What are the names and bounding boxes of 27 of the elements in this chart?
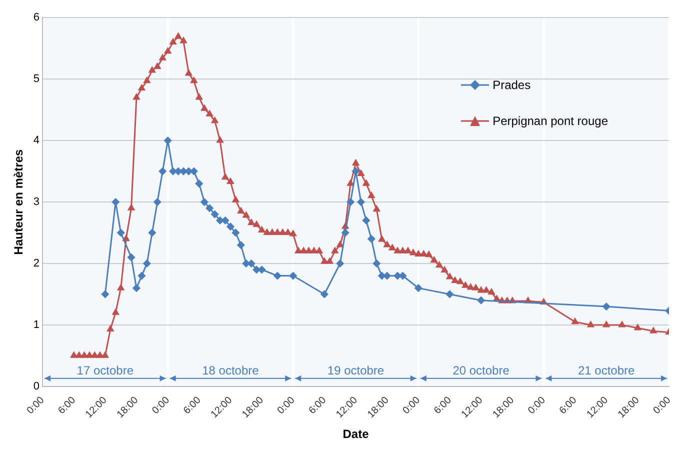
y-tick-label: 0 bbox=[33, 380, 40, 392]
x-tick-label: 0:00 bbox=[276, 394, 298, 416]
y-tick-label: 6 bbox=[33, 12, 40, 24]
y-axis-title: Hauteur en mètres bbox=[12, 149, 26, 255]
x-tick-label: 6:00 bbox=[558, 394, 580, 416]
band-label: 21 octobre bbox=[578, 364, 636, 378]
band-label: 20 octobre bbox=[452, 364, 510, 378]
y-tick-label: 5 bbox=[33, 73, 40, 86]
band-label: 19 octobre bbox=[327, 364, 384, 378]
band-label: 17 octobre bbox=[76, 364, 134, 378]
y-tick-label: 2 bbox=[33, 258, 40, 270]
legend-label: Perpignan pont rouge bbox=[492, 114, 608, 128]
x-tick-label: 0:00 bbox=[25, 394, 47, 416]
band-label: 18 octobre bbox=[202, 364, 260, 378]
x-tick-label: 6:00 bbox=[182, 394, 204, 416]
x-tick-label: 0:00 bbox=[150, 394, 172, 416]
x-tick-label: 0:00 bbox=[400, 394, 423, 416]
x-tick-label: 6:00 bbox=[306, 394, 329, 416]
x-tick-label: 6:00 bbox=[56, 394, 78, 416]
y-tick-label: 4 bbox=[33, 134, 40, 147]
legend-label: Prades bbox=[492, 78, 531, 92]
x-tick-label: 6:00 bbox=[432, 394, 454, 416]
y-tick-label: 1 bbox=[33, 318, 40, 331]
y-tick-label: 3 bbox=[33, 196, 40, 208]
x-tick-label: 0:00 bbox=[652, 394, 674, 416]
x-axis-title: Date bbox=[342, 427, 370, 442]
x-tick-label: 0:00 bbox=[526, 394, 548, 416]
